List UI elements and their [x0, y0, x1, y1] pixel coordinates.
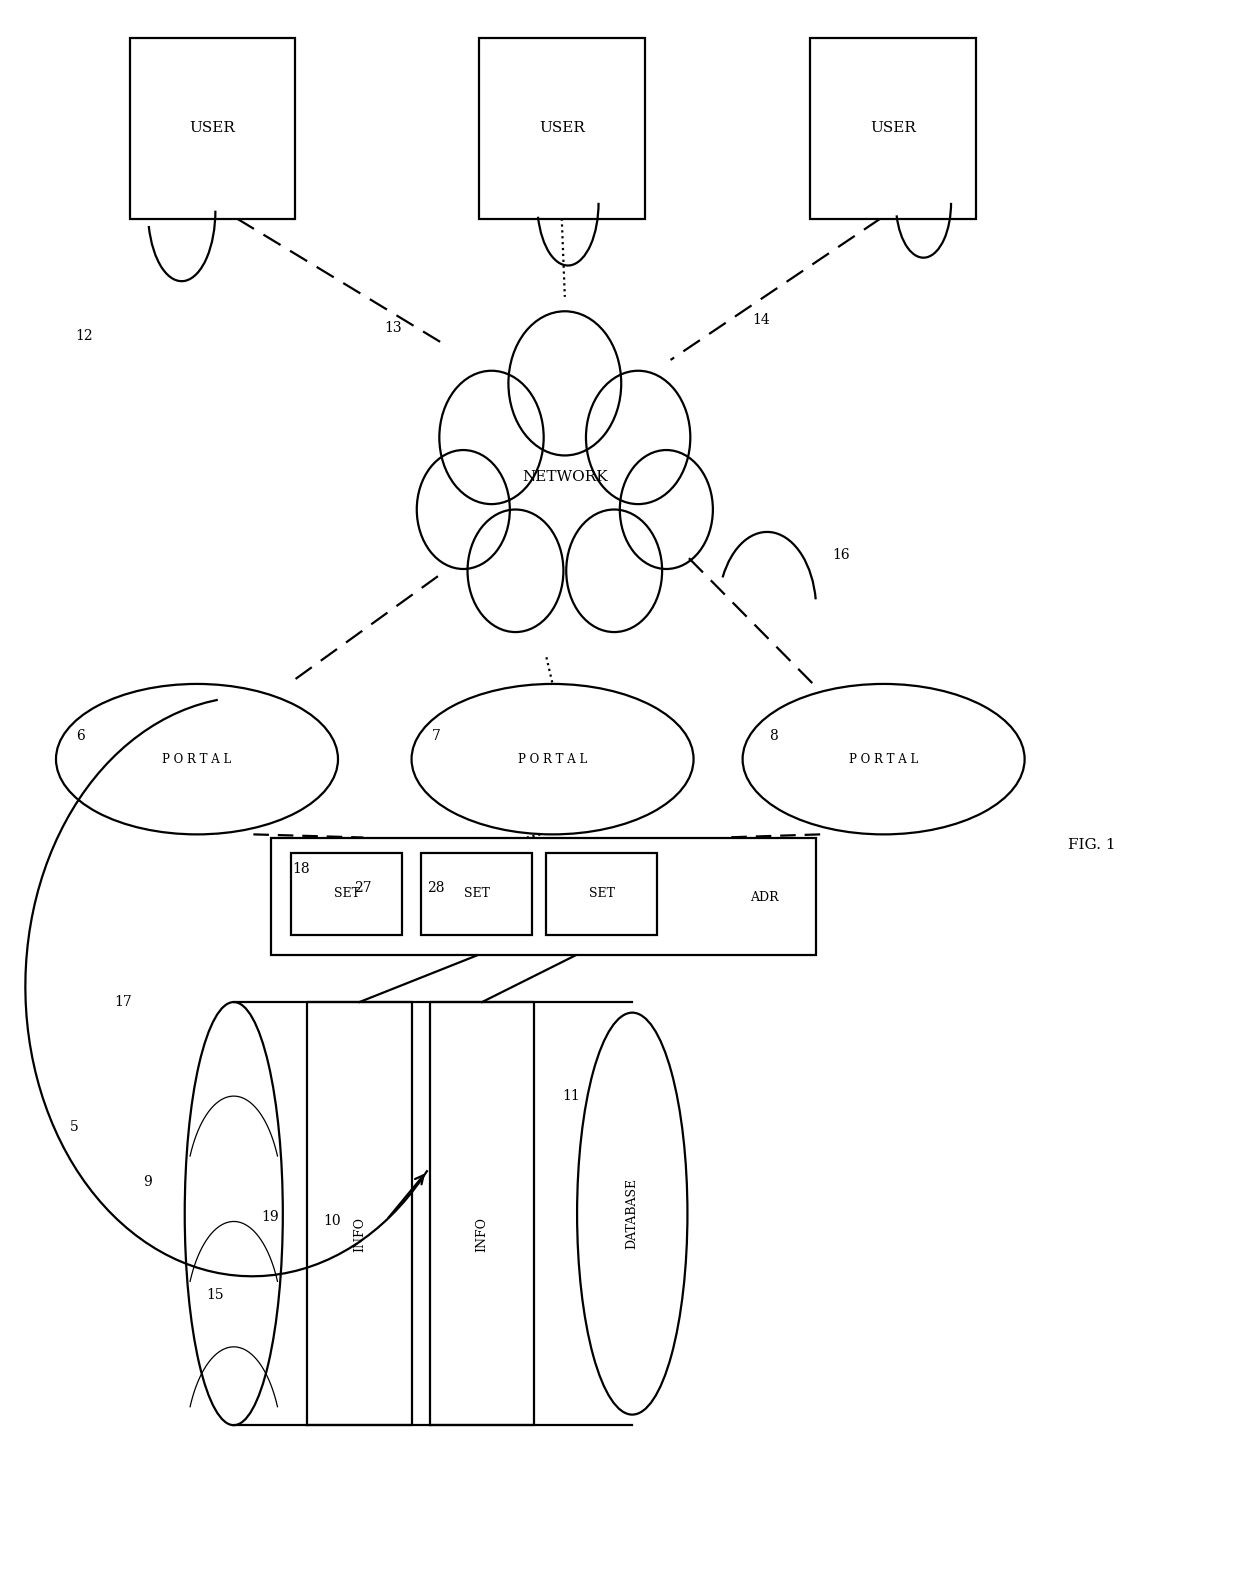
- Text: 13: 13: [384, 321, 402, 335]
- Text: SET: SET: [464, 887, 490, 901]
- Bar: [129, 38, 295, 218]
- Text: 17: 17: [114, 994, 133, 1009]
- Text: P O R T A L: P O R T A L: [849, 753, 919, 765]
- Text: SET: SET: [589, 887, 615, 901]
- Text: 28: 28: [428, 881, 445, 895]
- Bar: [810, 38, 976, 218]
- Text: 18: 18: [293, 862, 310, 876]
- Ellipse shape: [743, 685, 1024, 835]
- Ellipse shape: [577, 1013, 687, 1415]
- Text: 19: 19: [262, 1209, 279, 1224]
- Text: SET: SET: [334, 887, 360, 901]
- Ellipse shape: [412, 685, 693, 835]
- Text: 15: 15: [207, 1289, 224, 1303]
- Text: 8: 8: [769, 729, 777, 743]
- Bar: [547, 854, 657, 934]
- Text: 11: 11: [562, 1089, 580, 1104]
- Text: USER: USER: [190, 122, 236, 136]
- Text: P O R T A L: P O R T A L: [518, 753, 588, 765]
- Bar: [479, 38, 645, 218]
- Text: P O R T A L: P O R T A L: [162, 753, 232, 765]
- Text: NETWORK: NETWORK: [522, 470, 608, 484]
- Text: 16: 16: [832, 549, 849, 563]
- Text: 6: 6: [76, 729, 84, 743]
- Text: 5: 5: [69, 1121, 79, 1135]
- Bar: [422, 854, 532, 934]
- Text: ADR: ADR: [750, 890, 779, 904]
- Text: USER: USER: [870, 122, 916, 136]
- Text: 10: 10: [324, 1214, 341, 1228]
- Circle shape: [439, 372, 543, 504]
- Ellipse shape: [56, 685, 339, 835]
- Circle shape: [467, 509, 563, 632]
- Text: INFO: INFO: [353, 1217, 366, 1252]
- Circle shape: [567, 509, 662, 632]
- Text: 9: 9: [144, 1175, 153, 1189]
- Text: 7: 7: [432, 729, 440, 743]
- Circle shape: [587, 372, 691, 504]
- Circle shape: [620, 451, 713, 569]
- Text: 14: 14: [753, 313, 770, 327]
- Text: FIG. 1: FIG. 1: [1068, 838, 1116, 852]
- Bar: [291, 854, 402, 934]
- Text: USER: USER: [539, 122, 585, 136]
- Polygon shape: [430, 1002, 534, 1424]
- Polygon shape: [308, 1002, 412, 1424]
- Ellipse shape: [185, 1002, 283, 1424]
- Text: 27: 27: [353, 881, 371, 895]
- Text: 12: 12: [76, 329, 93, 343]
- Text: INFO: INFO: [476, 1217, 489, 1252]
- Circle shape: [417, 451, 510, 569]
- Circle shape: [508, 311, 621, 455]
- Bar: [270, 838, 816, 955]
- Text: DATABASE: DATABASE: [626, 1178, 639, 1249]
